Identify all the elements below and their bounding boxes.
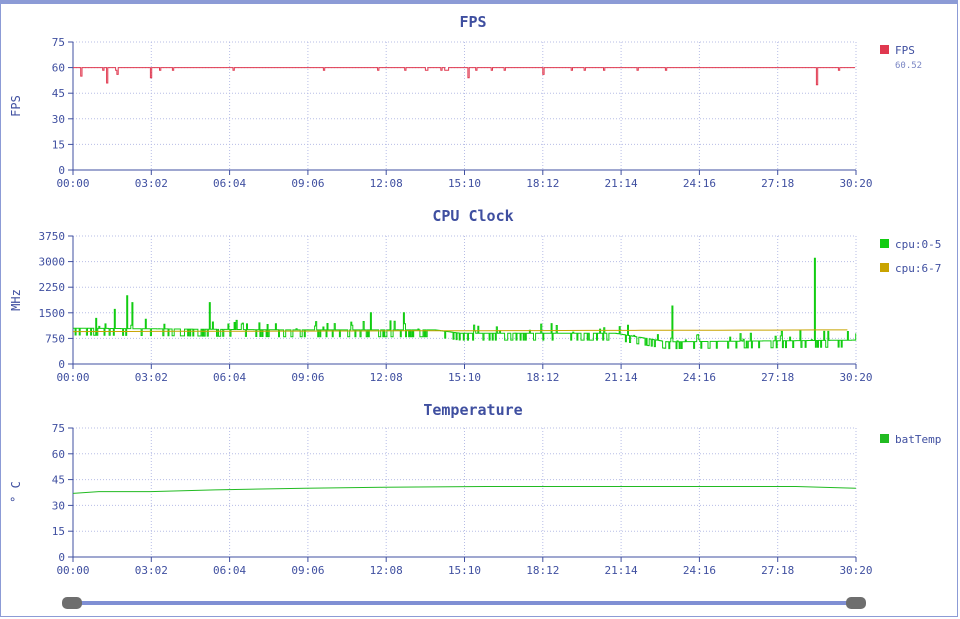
x-tick-label: 27:18 [761,177,794,190]
x-tick-label: 15:10 [448,371,481,384]
time-range-slider[interactable] [62,597,866,609]
y-tick-label: 3000 [39,256,66,269]
y-tick-label: 0 [58,551,65,564]
slider-start-handle[interactable] [62,597,82,609]
y-tick-label: 30 [52,113,65,126]
x-tick-label: 21:14 [605,177,638,190]
x-tick-label: 03:02 [135,371,168,384]
x-tick-label: 09:06 [291,177,324,190]
y-tick-label: 75 [52,36,65,49]
x-tick-label: 12:08 [370,371,403,384]
x-tick-label: 03:02 [135,177,168,190]
cpu67-legend-swatch [880,263,889,272]
x-tick-label: 27:18 [761,371,794,384]
cpu-clock-chart: CPU Clock MHz 0 750 1500 2250 3000 3750 00:00 0… [9,207,941,384]
y-tick-label: 45 [52,474,65,487]
y-tick-label: 3750 [39,230,66,243]
y-tick-label: 60 [52,448,65,461]
cpu-y-axis-label: MHz [9,289,23,311]
x-tick-label: 06:04 [213,371,246,384]
x-tick-label: 00:00 [56,564,89,577]
x-tick-label: 09:06 [291,564,324,577]
fps-chart-title: FPS [459,13,486,31]
x-tick-label: 15:10 [448,177,481,190]
cpu05-legend-label: cpu:0-5 [895,238,941,251]
battemp-legend-label: batTemp [895,433,941,446]
series-line-battemp [72,486,856,494]
x-tick-label: 12:08 [370,177,403,190]
fps-y-axis-label: FPS [9,95,23,117]
battemp-legend[interactable]: batTemp [880,433,941,446]
series-line-fps [73,67,856,86]
slider-track[interactable] [68,601,858,605]
y-tick-label: 30 [52,499,65,512]
x-tick-label: 30:20 [839,177,872,190]
fps-chart: FPS FPS 0 15 30 45 60 75 00:00 03:02 06:04 09:06 1… [9,13,922,190]
y-tick-label: 2250 [39,281,66,294]
fps-legend[interactable]: FPS 60.52 [880,44,922,71]
x-tick-label: 30:20 [839,371,872,384]
y-tick-label: 75 [52,422,65,435]
y-tick-label: 750 [45,332,65,345]
x-tick-label: 21:14 [605,564,638,577]
x-tick-label: 15:10 [448,564,481,577]
x-tick-label: 18:12 [526,564,559,577]
x-tick-label: 21:14 [605,371,638,384]
series-line-cpu-6-7 [72,329,848,333]
cpu05-legend-swatch [880,239,889,248]
cpu-chart-title: CPU Clock [432,207,513,225]
x-tick-label: 12:08 [370,564,403,577]
cpu67-legend-label: cpu:6-7 [895,262,941,275]
x-tick-label: 27:18 [761,564,794,577]
cpu05-legend[interactable]: cpu:0-5 [880,238,941,251]
series-line-cpu-0-5 [73,257,857,350]
temp-chart-title: Temperature [423,401,522,419]
y-tick-label: 15 [52,138,65,151]
x-tick-label: 24:16 [683,564,716,577]
fps-legend-swatch [880,45,889,54]
y-tick-label: 0 [58,164,65,177]
fps-legend-label: FPS [895,44,915,57]
x-tick-label: 00:00 [56,177,89,190]
y-tick-label: 60 [52,62,65,75]
cpu67-legend[interactable]: cpu:6-7 [880,262,941,275]
x-tick-label: 24:16 [683,177,716,190]
y-tick-label: 45 [52,87,65,100]
temperature-chart: Temperature ° C 0 15 30 45 60 75 00:00 03:02 06:… [9,401,941,577]
y-tick-label: 1500 [39,307,66,320]
y-tick-label: 0 [58,358,65,371]
x-tick-label: 06:04 [213,564,246,577]
x-tick-label: 06:04 [213,177,246,190]
temp-y-axis-label: ° C [9,481,23,503]
x-tick-label: 09:06 [291,371,324,384]
x-tick-label: 18:12 [526,177,559,190]
fps-current-value: 60.52 [895,61,922,71]
x-tick-label: 18:12 [526,371,559,384]
x-tick-label: 30:20 [839,564,872,577]
battemp-legend-swatch [880,434,889,443]
x-tick-label: 24:16 [683,371,716,384]
y-tick-label: 15 [52,525,65,538]
slider-end-handle[interactable] [846,597,866,609]
x-tick-label: 00:00 [56,371,89,384]
x-tick-label: 03:02 [135,564,168,577]
